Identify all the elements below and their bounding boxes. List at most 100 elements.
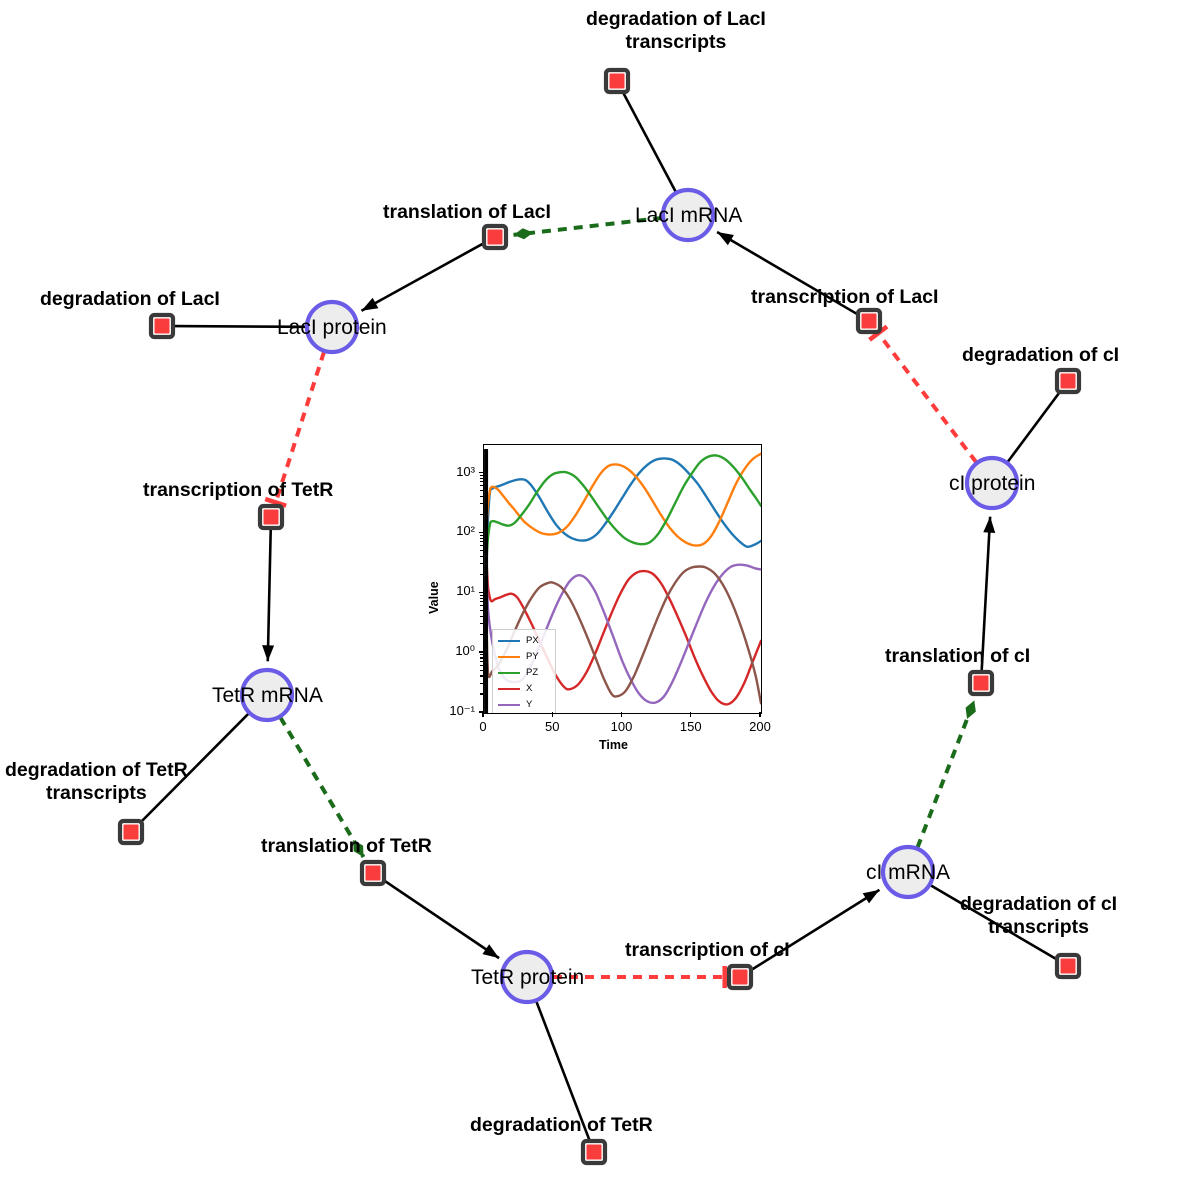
- arrowhead: [983, 516, 996, 533]
- reaction-node-deg_tetr[interactable]: [580, 1138, 608, 1166]
- x-tick-mark: [620, 712, 623, 717]
- y-minor-tick: [480, 657, 484, 659]
- reaction-node-tr_laci[interactable]: [481, 223, 509, 251]
- x-tick-mark: [551, 712, 553, 717]
- reaction-label-tx_tetr: transcription of TetR: [143, 479, 334, 501]
- arrowhead: [361, 297, 379, 311]
- plot-axes-frame: PX PY PZ XY Z: [483, 444, 762, 714]
- inhibition-bar: [264, 496, 287, 508]
- legend-label-Y: Y: [526, 699, 533, 710]
- y-minor-tick: [480, 474, 484, 476]
- diamond-head: [965, 700, 976, 720]
- species-node-tetr_mrna[interactable]: [239, 667, 295, 723]
- edge-tr_ci-to-ci_prot: [980, 516, 996, 672]
- legend-item-Y: Y: [496, 697, 556, 713]
- legend-label-PZ: PZ: [526, 667, 539, 678]
- y-tick-mark: [479, 591, 484, 593]
- reaction-node-deg_tetr_tx[interactable]: [117, 818, 145, 846]
- reaction-node-tr_tetr[interactable]: [359, 859, 387, 887]
- y-minor-tick: [480, 682, 484, 685]
- species-node-laci_prot[interactable]: [304, 299, 360, 355]
- y-minor-tick: [480, 503, 484, 505]
- y-minor-tick: [480, 555, 484, 557]
- series-PZ: [484, 454, 761, 668]
- y-minor-tick: [480, 594, 484, 596]
- reaction-node-deg_laci[interactable]: [148, 312, 176, 340]
- arrowhead: [717, 232, 734, 246]
- y-minor-tick: [480, 669, 484, 671]
- y-minor-tick: [480, 605, 484, 607]
- legend-label-PY: PY: [526, 651, 539, 662]
- y-minor-tick: [480, 573, 484, 575]
- y-minor-tick: [480, 541, 484, 543]
- y-axis-label: Value: [427, 581, 441, 614]
- reaction-node-tx_laci[interactable]: [855, 307, 883, 335]
- legend-swatch-PX: [498, 640, 520, 643]
- legend-item-PY: PY: [496, 649, 556, 665]
- x-tick-mark: [482, 712, 484, 717]
- edge-ci_mrna-to-deg_ci_tx: [929, 884, 1059, 962]
- reaction-node-tx_ci[interactable]: [726, 963, 754, 991]
- reaction-label-deg_laci_tx: degradation of LacI transcripts: [586, 8, 766, 53]
- legend-item-PZ: PZ: [496, 665, 556, 681]
- reaction-label-tr_laci: translation of LacI: [383, 201, 551, 223]
- edge-laci_mrna-to-tr_laci: [513, 215, 663, 240]
- reaction-label-deg_tetr: degradation of TetR: [470, 1114, 653, 1136]
- edge-tr_laci-to-laci_prot: [360, 241, 486, 312]
- legend-label-Z: Z: [526, 713, 532, 714]
- y-minor-tick: [480, 615, 484, 617]
- reaction-label-tr_ci: translation of cI: [885, 645, 1031, 667]
- y-minor-tick: [480, 485, 484, 487]
- y-minor-tick: [480, 675, 484, 677]
- edge-deg_ci-to-ci_prot: [1006, 389, 1062, 463]
- x-tick-label: 100: [610, 719, 633, 734]
- legend-item-PX: PX: [496, 633, 556, 649]
- species-node-laci_mrna[interactable]: [660, 187, 716, 243]
- series-X: [484, 564, 761, 706]
- y-minor-tick: [480, 601, 484, 603]
- species-node-tetr_prot[interactable]: [499, 949, 555, 1005]
- y-tick-label: 10¹: [456, 583, 475, 599]
- reaction-node-deg_ci_tx[interactable]: [1054, 952, 1082, 980]
- y-minor-tick: [480, 534, 484, 536]
- legend-label-PX: PX: [526, 635, 539, 646]
- y-minor-tick: [480, 495, 484, 497]
- x-axis-label: Time: [599, 738, 628, 752]
- x-tick-label: 50: [545, 719, 560, 734]
- edge-tetr_mrna-to-deg_tetr_tx: [138, 712, 250, 825]
- edge-ci_prot-to-tx_laci: [868, 324, 978, 464]
- legend-swatch-X: [498, 688, 520, 691]
- reaction-node-deg_ci[interactable]: [1054, 367, 1082, 395]
- y-minor-tick: [480, 633, 484, 635]
- y-minor-tick: [480, 660, 484, 662]
- reaction-node-deg_laci_tx[interactable]: [603, 67, 631, 95]
- edge-tx_ci-to-ci_mrna: [749, 888, 881, 972]
- y-tick-label: 10²: [456, 523, 475, 539]
- reaction-node-tx_tetr[interactable]: [257, 503, 285, 531]
- x-tick-mark: [759, 712, 761, 717]
- edge-deg_laci-to-laci_prot: [173, 324, 307, 329]
- species-node-ci_mrna[interactable]: [880, 844, 936, 900]
- y-tick-label: 10⁰: [455, 643, 475, 659]
- edge-tx_tetr-to-tetr_mrna: [262, 528, 275, 662]
- y-tick-label: 10³: [456, 463, 475, 479]
- species-node-ci_prot[interactable]: [964, 455, 1020, 511]
- edge-tetr_prot-to-deg_tetr: [535, 1000, 591, 1142]
- x-tick-label: 200: [749, 719, 771, 734]
- legend-swatch-Y: [498, 704, 520, 707]
- reaction-node-tr_ci[interactable]: [967, 669, 995, 697]
- arrowhead: [482, 944, 500, 959]
- y-minor-tick: [480, 545, 484, 547]
- reaction-label-deg_laci: degradation of LacI: [40, 288, 220, 310]
- edge-tetr_prot-to-tx_ci: [553, 966, 727, 988]
- edge-laci_prot-to-tx_tetr: [264, 351, 326, 508]
- plot-curves: [484, 449, 761, 713]
- y-tick-mark: [479, 471, 484, 474]
- y-tick-mark: [479, 711, 484, 713]
- reaction-label-deg_tetr_tx: degradation of TetR transcripts: [5, 759, 188, 804]
- y-minor-tick: [480, 549, 484, 552]
- y-minor-tick: [480, 537, 484, 539]
- y-minor-tick: [480, 597, 484, 599]
- y-minor-tick: [480, 490, 484, 492]
